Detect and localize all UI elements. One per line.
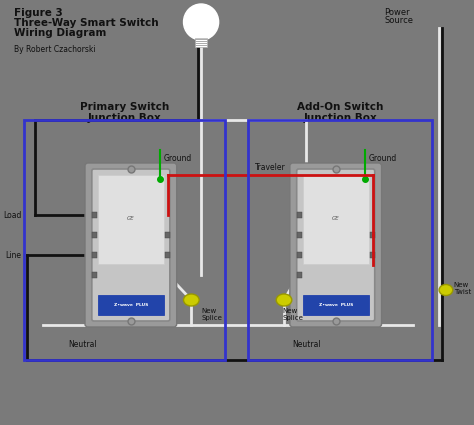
Bar	[92, 272, 97, 278]
FancyBboxPatch shape	[297, 169, 375, 321]
Text: By Robert Czachorski: By Robert Czachorski	[14, 45, 95, 54]
Ellipse shape	[276, 294, 292, 306]
Text: New
Twist: New Twist	[454, 282, 471, 295]
Text: Add-On Switch: Add-On Switch	[297, 102, 383, 112]
Text: Neutral: Neutral	[292, 340, 321, 349]
FancyBboxPatch shape	[98, 175, 164, 264]
Bar	[98, 295, 164, 315]
Text: Wiring Diagram: Wiring Diagram	[14, 28, 106, 38]
Bar	[92, 252, 97, 258]
Text: Junction Box: Junction Box	[303, 113, 377, 123]
FancyBboxPatch shape	[92, 169, 170, 321]
Text: Power: Power	[384, 8, 410, 17]
Ellipse shape	[183, 294, 199, 306]
Bar	[297, 232, 301, 238]
Text: Neutral: Neutral	[68, 340, 96, 349]
Bar	[92, 232, 97, 238]
Bar	[24, 120, 226, 360]
Text: Junction Box: Junction Box	[88, 113, 161, 123]
Text: Primary Switch: Primary Switch	[80, 102, 169, 112]
Text: Ground: Ground	[369, 154, 397, 163]
Text: Traveler: Traveler	[255, 163, 286, 172]
Text: New
Splice: New Splice	[201, 308, 222, 321]
Text: Three-Way Smart Switch: Three-Way Smart Switch	[14, 18, 158, 28]
Bar	[297, 272, 301, 278]
FancyBboxPatch shape	[290, 163, 382, 327]
Bar	[195, 38, 207, 47]
Text: Line: Line	[6, 250, 22, 260]
Text: Ground: Ground	[164, 154, 192, 163]
Bar	[248, 120, 432, 360]
FancyBboxPatch shape	[302, 175, 369, 264]
Text: GE: GE	[127, 216, 135, 221]
Bar	[297, 252, 301, 258]
Text: Load: Load	[3, 210, 22, 219]
Ellipse shape	[439, 284, 453, 295]
FancyBboxPatch shape	[85, 163, 177, 327]
Bar	[297, 212, 301, 218]
Text: New
Splice: New Splice	[282, 308, 303, 321]
Bar	[370, 252, 375, 258]
Bar	[165, 252, 170, 258]
Text: GE: GE	[332, 216, 339, 221]
Bar	[370, 232, 375, 238]
Text: Z•wave  PLUS: Z•wave PLUS	[114, 303, 148, 307]
Circle shape	[183, 4, 219, 40]
Text: Source: Source	[384, 16, 413, 25]
Bar	[302, 295, 369, 315]
Bar	[165, 232, 170, 238]
Bar	[194, 36, 208, 38]
Text: Figure 3: Figure 3	[14, 8, 63, 18]
Bar	[92, 212, 97, 218]
Text: Z•wave  PLUS: Z•wave PLUS	[319, 303, 353, 307]
